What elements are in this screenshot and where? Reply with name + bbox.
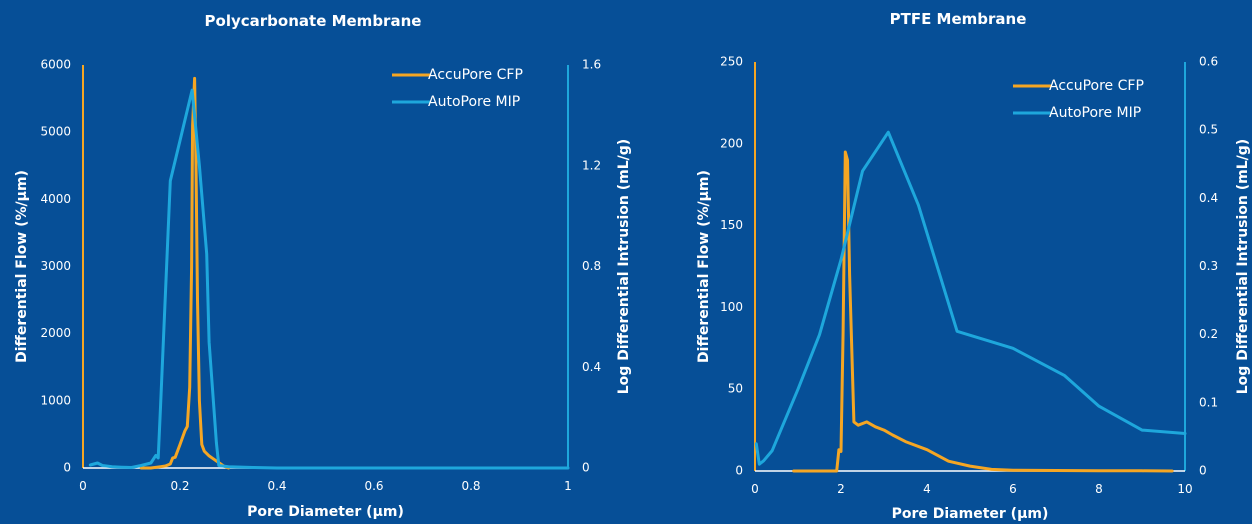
y-tick-label: 250 xyxy=(720,55,743,69)
y2-tick-label: 1.2 xyxy=(582,158,601,172)
legend-label: AutoPore MIP xyxy=(428,94,520,110)
x-tick-label: 0.8 xyxy=(461,479,480,493)
y2-tick-label: 0.4 xyxy=(582,360,601,374)
legend-label: AccuPore CFP xyxy=(428,67,523,83)
y2-tick-label: 0.1 xyxy=(1199,395,1218,409)
y-tick-label: 2000 xyxy=(40,326,71,340)
y2-axis-label: Log Differential Intrusion (mL/g) xyxy=(616,139,632,394)
x-axis-label: Pore Diameter (µm) xyxy=(892,506,1049,522)
series-line-autopore xyxy=(88,88,570,470)
x-axis-label: Pore Diameter (µm) xyxy=(247,504,404,520)
y-tick-label: 0 xyxy=(735,464,743,478)
y-tick-label: 1000 xyxy=(40,393,71,407)
y2-tick-label: 0.5 xyxy=(1199,123,1218,137)
y-tick-label: 5000 xyxy=(40,125,71,139)
y-tick-label: 100 xyxy=(720,300,743,314)
y-tick-label: 200 xyxy=(720,136,743,150)
y2-tick-label: 0.8 xyxy=(582,259,601,273)
y-tick-label: 50 xyxy=(728,382,743,396)
y-axis-label: Differential Flow (%/µm) xyxy=(696,170,712,363)
y-tick-label: 0 xyxy=(63,461,71,475)
x-tick-label: 0.2 xyxy=(170,479,189,493)
y2-axis-label: Log Differential Intrusion (mL/g) xyxy=(1235,139,1251,394)
x-tick-label: 4 xyxy=(923,482,931,496)
x-tick-label: 6 xyxy=(1009,482,1017,496)
x-tick-label: 0 xyxy=(751,482,759,496)
y2-tick-label: 0 xyxy=(1199,464,1207,478)
legend-label: AutoPore MIP xyxy=(1049,105,1141,121)
series-line-autopore xyxy=(754,130,1187,466)
y2-tick-label: 0 xyxy=(582,461,590,475)
y2-tick-label: 0.6 xyxy=(1199,55,1218,69)
y2-tick-label: 0.3 xyxy=(1199,259,1218,273)
y-axis-label: Differential Flow (%/µm) xyxy=(14,170,30,363)
series-line-accupore xyxy=(792,150,1174,473)
x-tick-label: 1 xyxy=(564,479,572,493)
y2-tick-label: 0.4 xyxy=(1199,191,1218,205)
y-tick-label: 3000 xyxy=(40,259,71,273)
x-tick-label: 2 xyxy=(837,482,845,496)
chart-title: Polycarbonate Membrane xyxy=(205,12,422,30)
x-tick-label: 0.6 xyxy=(364,479,383,493)
y-tick-label: 150 xyxy=(720,218,743,232)
x-tick-label: 8 xyxy=(1095,482,1103,496)
chart-title: PTFE Membrane xyxy=(890,10,1027,28)
legend-label: AccuPore CFP xyxy=(1049,78,1144,94)
y-tick-label: 4000 xyxy=(40,192,71,206)
x-tick-label: 10 xyxy=(1177,482,1192,496)
y2-tick-label: 0.2 xyxy=(1199,327,1218,341)
series-line-accupore xyxy=(139,76,230,470)
x-tick-label: 0.4 xyxy=(267,479,286,493)
y-tick-label: 6000 xyxy=(40,58,71,72)
y2-tick-label: 1.6 xyxy=(582,58,601,72)
x-tick-label: 0 xyxy=(79,479,87,493)
